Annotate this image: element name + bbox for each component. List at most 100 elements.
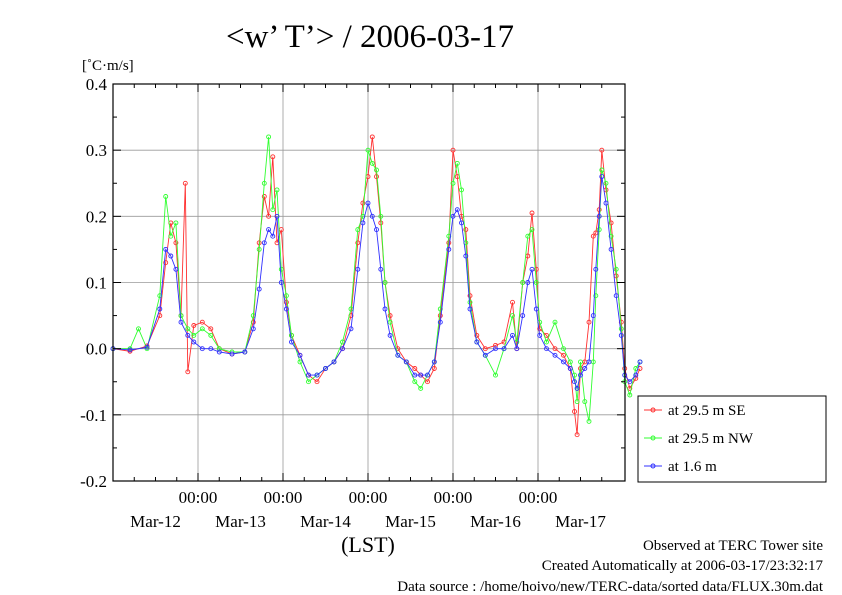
data-point [418,372,424,378]
data-point [482,352,488,358]
x-time-tick-label: 00:00 [179,488,218,507]
y-tick-label: 0.0 [86,340,107,359]
data-point [229,351,235,357]
data-point [596,227,602,233]
data-point [574,399,580,405]
data-point [387,332,393,338]
data-point [633,372,639,378]
data-point [437,319,443,325]
data-point [199,326,205,332]
data-point [637,359,643,365]
data-point [208,326,214,332]
data-point [533,306,539,312]
data-point [501,346,507,352]
data-point [157,293,163,299]
data-point [412,379,418,385]
data-point [163,194,169,199]
data-point [613,266,619,272]
data-point [493,342,498,348]
x-date-tick-label: Mar-12 [130,512,181,531]
data-point [586,359,592,365]
x-date-tick-label: Mar-14 [300,512,351,531]
data-point [425,379,430,385]
legend-marker [650,435,656,441]
data-point [289,332,294,338]
data-point [454,160,460,166]
axis-ticks: 0.4 0.3 0.2 0.1 0.0 -0.1 -0.2 00:00 00:00 00:00 00… [80,75,625,531]
data-point [382,280,388,285]
data-point [168,253,174,259]
data-point [552,319,558,325]
data-point [136,326,141,332]
data-point [514,346,520,352]
data-point [608,246,614,252]
data-point [431,366,437,371]
data-point [437,313,443,319]
data-point [270,233,276,239]
data-point [510,313,515,319]
data-point [182,180,188,186]
data-point [572,379,577,385]
data-point [163,260,169,266]
legend-items: at 29.5 m SE at 29.5 m NW at 1.6 m [644,403,754,475]
data-point [163,246,169,252]
data-point [599,147,605,153]
data-point [360,220,366,226]
data-point [355,266,361,272]
data-point [355,227,361,233]
data-point [459,187,464,193]
y-tick-label: -0.1 [80,406,107,425]
data-point [340,339,345,345]
data-point [590,233,596,239]
data-point [450,213,456,219]
data-point [387,313,393,319]
data-point [446,240,452,246]
legend-marker [650,407,656,413]
data-point [493,346,498,352]
legend-box [637,395,827,483]
data-point [178,319,184,325]
data-point [552,352,558,358]
data-point [510,332,515,338]
data-point [157,306,163,312]
data-point [520,313,526,319]
y-tick-label: 0.2 [86,207,107,226]
data-point [173,266,179,272]
legend-label: at 29.5 m NW [668,431,754,447]
data-point [618,326,624,332]
data-point [446,246,452,252]
x-time-tick-label: 00:00 [519,488,558,507]
data-point [323,366,328,371]
data-point [360,200,366,206]
x-time-tick-label: 00:00 [264,488,303,507]
data-point [261,194,267,199]
data-point [627,379,633,385]
data-point [572,409,577,414]
data-point [208,346,214,352]
data-point [590,313,596,319]
data-point [374,227,379,233]
footer-site: Observed at TERC Tower site [643,538,823,554]
data-point [378,213,384,219]
data-point [593,293,599,299]
data-point [208,332,214,338]
data-point [374,167,379,173]
series-group [110,134,643,438]
data-point [274,213,280,219]
data-point [412,366,418,371]
data-point [454,207,460,213]
data-point [266,227,272,233]
data-point [382,306,388,312]
data-point [369,213,375,219]
data-point [185,326,191,332]
footer-source: Data source : /home/hoivo/new/TERC-data/… [397,579,824,595]
data-point [387,319,393,325]
data-point [450,147,456,153]
data-point [185,332,191,338]
data-point [297,359,303,365]
data-point [627,385,633,391]
data-point [314,379,320,385]
data-point [567,359,573,365]
